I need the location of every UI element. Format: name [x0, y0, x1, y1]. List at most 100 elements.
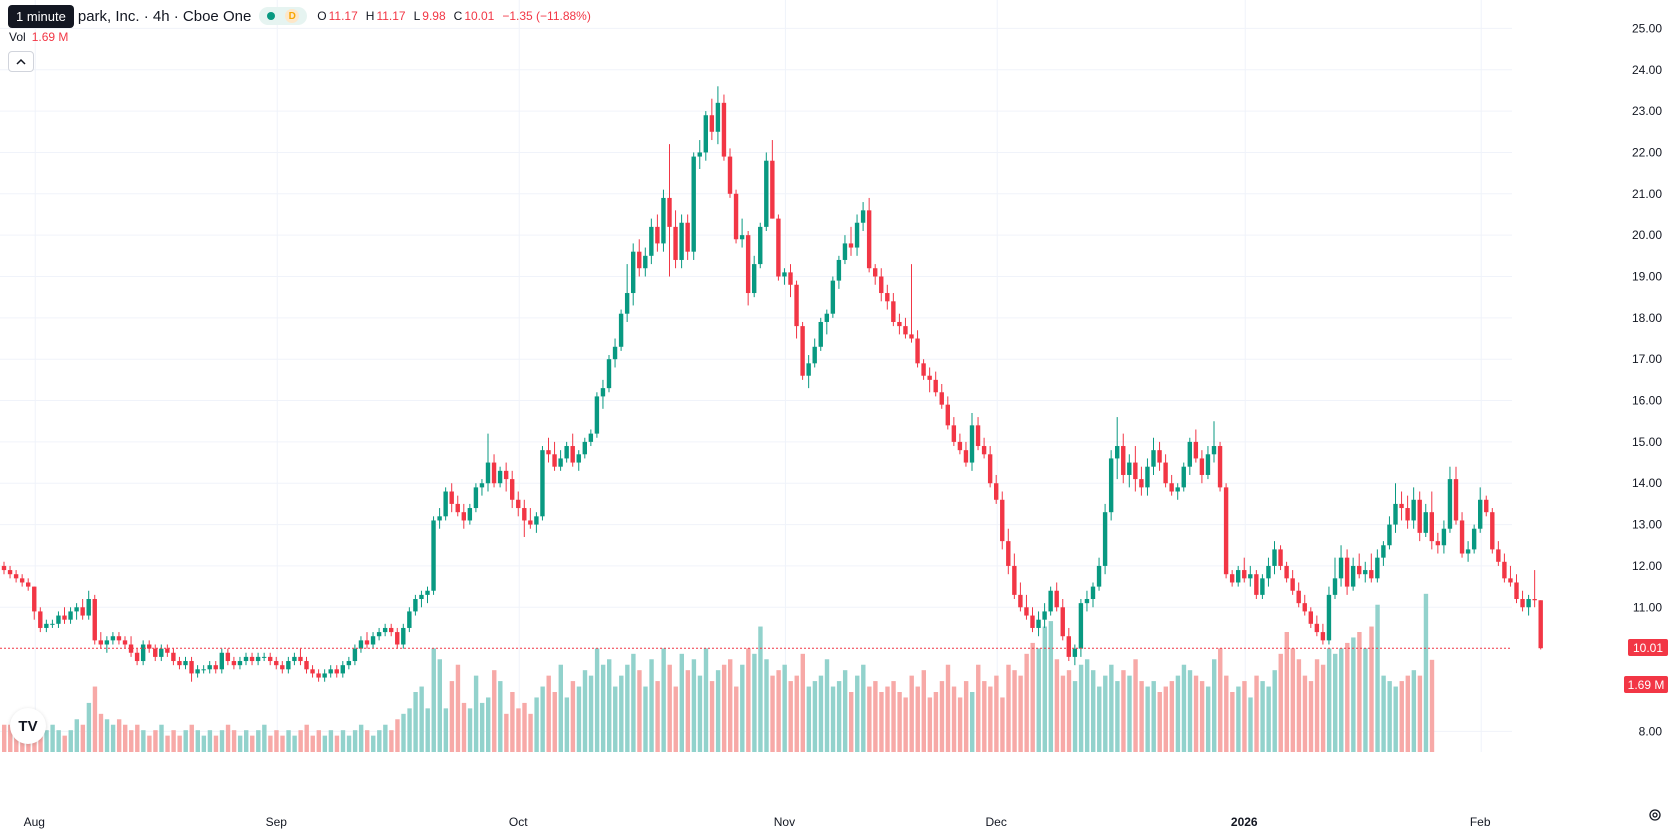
symbol-title[interactable]: park, Inc. · 4h · Cboe One	[77, 7, 252, 25]
volume-bar	[473, 675, 479, 752]
candle-body	[612, 346, 618, 360]
volume-bar	[516, 708, 521, 752]
candle-body	[491, 462, 497, 484]
volume-bar	[74, 719, 79, 752]
volume-bar	[1333, 653, 1338, 752]
candle-body	[951, 425, 957, 442]
candle-body	[237, 661, 243, 666]
candle-body	[497, 470, 503, 484]
price-axis-label: 16.00	[1632, 394, 1662, 408]
candle-body	[1375, 557, 1380, 579]
candle-body	[1526, 599, 1531, 608]
volume-bar	[1151, 681, 1156, 752]
volume-bar	[849, 692, 854, 752]
candle-body	[38, 611, 43, 628]
candle-body	[788, 272, 793, 285]
volume-bar	[510, 692, 515, 752]
candle-body	[310, 669, 315, 674]
volume-bar	[1048, 621, 1054, 752]
candle-body	[1465, 549, 1471, 554]
candle-body	[177, 661, 182, 666]
candle-body	[1211, 446, 1217, 455]
candle-body	[32, 586, 37, 612]
gear-icon[interactable]	[1648, 808, 1662, 822]
collapse-legend-button[interactable]	[8, 51, 34, 72]
volume-bar	[812, 681, 818, 752]
candle-body	[776, 218, 781, 277]
candle-body	[957, 441, 963, 451]
volume-bar	[498, 681, 503, 752]
volume-bar	[38, 735, 43, 752]
market-status-pill[interactable]: D	[259, 7, 308, 25]
volume-bar	[661, 648, 666, 752]
volume-bar	[1163, 686, 1168, 752]
volume-bar	[721, 664, 727, 752]
time-axis-label: Dec	[986, 815, 1007, 829]
candle-body	[201, 669, 206, 671]
candle-body	[431, 520, 436, 591]
volume-bar	[1393, 686, 1398, 752]
candle-body	[1326, 594, 1332, 641]
candle-body	[1078, 603, 1084, 649]
candle-body	[727, 156, 733, 194]
volume-bar	[129, 730, 134, 752]
candle-body	[334, 669, 339, 674]
volume-bar	[1060, 675, 1066, 752]
volume-bar	[280, 735, 285, 752]
volume-bar	[897, 692, 902, 752]
candle-body	[673, 226, 678, 260]
volume-bar	[945, 664, 951, 752]
volume-bar	[540, 686, 545, 752]
volume-bar	[879, 692, 884, 752]
candle-body	[455, 503, 460, 513]
candle-body	[1417, 499, 1422, 533]
volume-bar	[740, 664, 745, 752]
volume-bar	[365, 730, 370, 752]
candle-body	[1090, 586, 1096, 600]
volume-bar	[1175, 675, 1181, 752]
candle-body	[812, 346, 817, 364]
candle-body	[352, 648, 358, 662]
candle-body	[1187, 441, 1192, 467]
candle-body	[679, 222, 684, 260]
volume-bar	[818, 675, 824, 752]
volume-bar	[1133, 659, 1138, 752]
volume-bar	[637, 670, 642, 752]
candle-body	[1344, 557, 1350, 587]
volume-bar	[250, 735, 255, 752]
candle-body	[503, 470, 509, 480]
candle-body	[134, 652, 140, 662]
timeframe-tooltip: 1 minute	[8, 4, 74, 28]
volume-bar	[449, 681, 455, 752]
candle-body	[969, 425, 975, 463]
volume-bar	[576, 686, 582, 752]
candle-body	[1369, 570, 1374, 579]
volume-bar	[328, 730, 334, 752]
candle-body	[655, 226, 660, 244]
candle-body	[376, 632, 382, 637]
candle-body	[1278, 549, 1283, 566]
candle-body	[1314, 623, 1320, 633]
volume-bar	[1266, 686, 1271, 752]
volume-bar	[455, 664, 461, 752]
candle-body	[685, 222, 690, 252]
candle-body	[715, 102, 721, 132]
candle-body	[582, 441, 587, 455]
volume-bar	[352, 730, 358, 752]
volume-bar	[1405, 675, 1410, 752]
candle-body	[921, 363, 926, 376]
volume-bar	[758, 626, 763, 752]
candle-body	[370, 636, 376, 645]
volume-bar	[558, 664, 563, 752]
candle-body	[74, 607, 79, 612]
candle-body	[637, 251, 642, 269]
volume-bar	[407, 708, 412, 752]
candle-body	[461, 512, 466, 521]
tradingview-logo[interactable]: TV	[10, 708, 46, 744]
candle-body	[1030, 615, 1035, 628]
candle-body	[1108, 458, 1114, 513]
candle-body	[1381, 545, 1386, 558]
candle-body	[382, 627, 388, 633]
volume-bar	[486, 697, 491, 752]
